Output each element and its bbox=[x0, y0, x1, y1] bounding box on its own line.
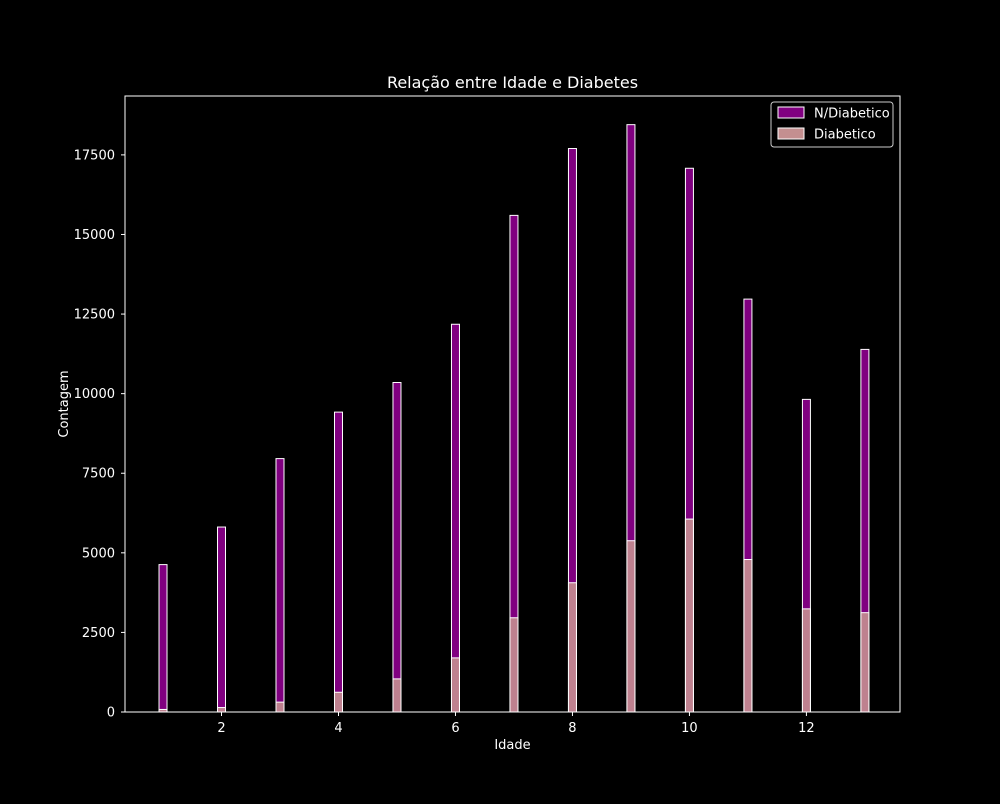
bar-n-diabetico-5 bbox=[392, 382, 402, 713]
legend: N/Diabetico Diabetico bbox=[770, 101, 894, 148]
y-tick-label: 15000 bbox=[74, 228, 115, 243]
chart-title: Relação entre Idade e Diabetes bbox=[387, 73, 638, 92]
bar-n-diabetico-1 bbox=[158, 564, 168, 713]
legend-label-n-diabetico: N/Diabetico bbox=[814, 107, 890, 122]
x-ticks: 2 4 6 8 10 12 bbox=[217, 712, 815, 736]
bar-diabetico-6 bbox=[450, 657, 460, 713]
legend-swatch-n-diabetico bbox=[777, 106, 805, 119]
bar-n-diabetico-6 bbox=[450, 323, 460, 713]
x-tick-label: 6 bbox=[451, 721, 459, 736]
y-ticks: 0 2500 5000 7500 10000 12500 15000 17500 bbox=[74, 148, 125, 721]
y-tick-label: 17500 bbox=[74, 148, 115, 163]
bar-diabetico-5 bbox=[392, 678, 402, 713]
bar-diabetico-13 bbox=[860, 612, 870, 713]
y-tick-label: 0 bbox=[107, 706, 115, 721]
bar-n-diabetico-2 bbox=[217, 526, 227, 713]
x-tick-label: 10 bbox=[681, 721, 698, 736]
bar-diabetico-7 bbox=[509, 617, 519, 713]
y-tick-label: 10000 bbox=[74, 387, 115, 402]
x-axis-label: Idade bbox=[494, 738, 530, 753]
x-tick-label: 2 bbox=[217, 721, 225, 736]
bar-diabetico-2 bbox=[217, 707, 227, 713]
bar-diabetico-11 bbox=[743, 559, 753, 713]
y-tick-label: 12500 bbox=[74, 308, 115, 323]
legend-swatch-diabetico bbox=[777, 127, 805, 140]
bar-diabetico-12 bbox=[801, 608, 811, 713]
plot-frame bbox=[124, 95, 901, 713]
y-tick-label: 2500 bbox=[82, 626, 115, 641]
bar-diabetico-4 bbox=[333, 691, 343, 713]
x-tick-label: 4 bbox=[334, 721, 342, 736]
y-axis-label: Contagem bbox=[57, 370, 72, 437]
bar-diabetico-10 bbox=[684, 518, 694, 713]
bar-diabetico-3 bbox=[275, 701, 285, 713]
y-tick-label: 7500 bbox=[82, 467, 115, 482]
bar-n-diabetico-4 bbox=[333, 411, 343, 713]
bar-diabetico-9 bbox=[626, 540, 636, 713]
x-tick-label: 12 bbox=[798, 721, 815, 736]
legend-label-diabetico: Diabetico bbox=[814, 128, 876, 143]
y-tick-label: 5000 bbox=[82, 546, 115, 561]
x-tick-label: 8 bbox=[568, 721, 576, 736]
bar-n-diabetico-3 bbox=[275, 458, 285, 713]
bar-diabetico-8 bbox=[567, 582, 577, 713]
